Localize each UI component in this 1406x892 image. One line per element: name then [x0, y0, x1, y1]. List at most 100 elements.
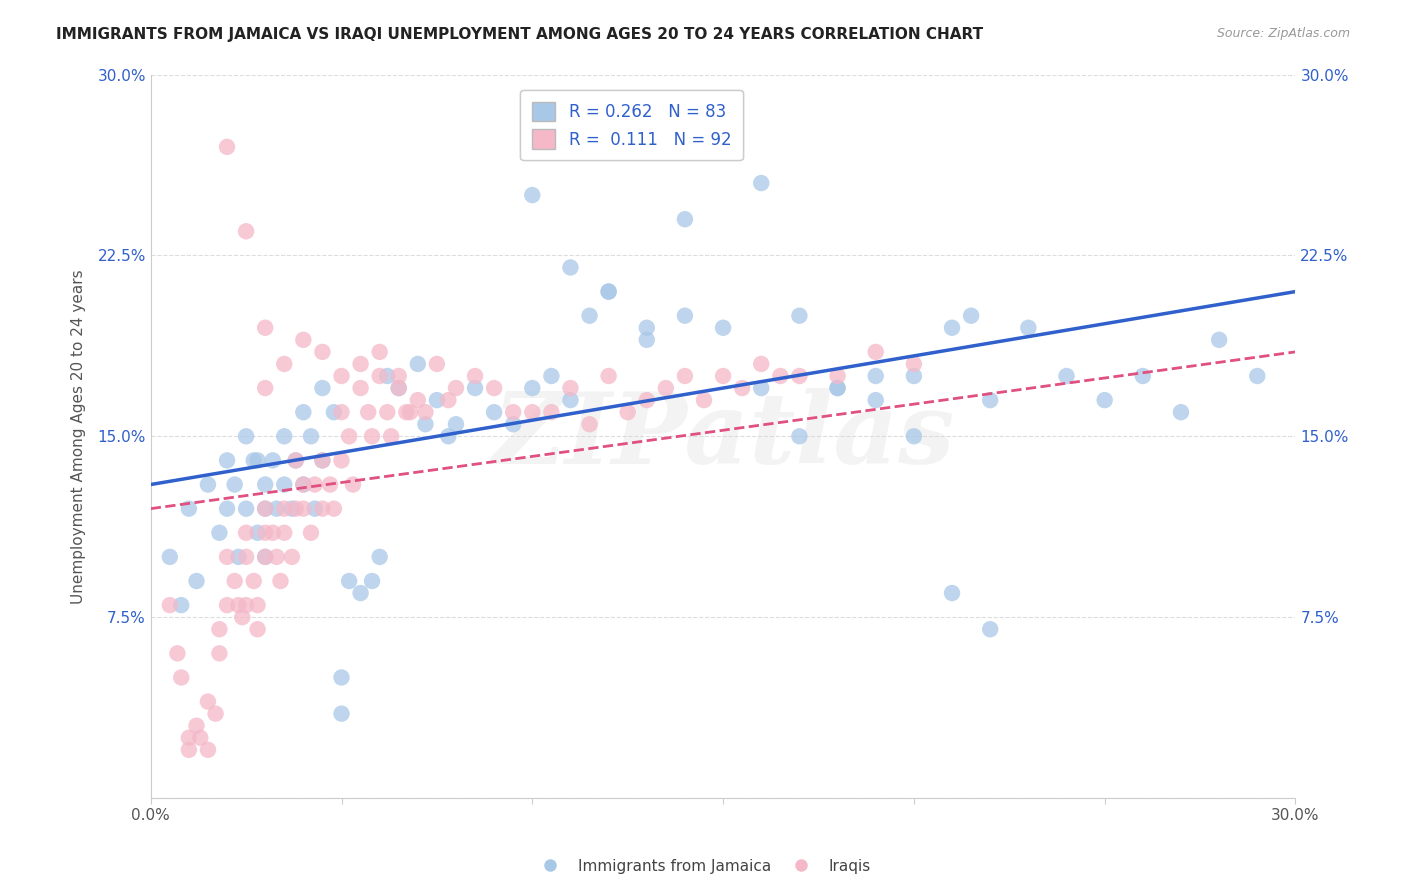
Point: [903, 429, 925, 443]
Point: [235, 598, 257, 612]
Point: [598, 369, 620, 384]
Point: [262, 525, 284, 540]
Point: [406, 393, 429, 408]
Point: [311, 381, 333, 395]
Point: [522, 188, 544, 202]
Point: [337, 429, 360, 443]
Point: [769, 369, 792, 384]
Point: [337, 574, 360, 588]
Point: [749, 176, 772, 190]
Point: [711, 320, 734, 334]
Point: [299, 429, 322, 443]
Point: [215, 501, 238, 516]
Point: [349, 357, 371, 371]
Point: [349, 586, 371, 600]
Point: [749, 381, 772, 395]
Point: [292, 477, 315, 491]
Point: [693, 393, 716, 408]
Point: [284, 501, 307, 516]
Point: [159, 598, 181, 612]
Point: [349, 381, 371, 395]
Point: [322, 501, 344, 516]
Point: [330, 453, 353, 467]
Point: [711, 128, 734, 142]
Point: [368, 549, 391, 564]
Point: [464, 381, 486, 395]
Point: [273, 429, 295, 443]
Point: [254, 320, 277, 334]
Point: [426, 393, 449, 408]
Point: [215, 549, 238, 564]
Point: [330, 405, 353, 419]
Point: [166, 646, 188, 660]
Point: [266, 501, 288, 516]
Point: [357, 405, 380, 419]
Point: [224, 574, 246, 588]
Point: [388, 381, 411, 395]
Point: [636, 393, 658, 408]
Point: [197, 695, 219, 709]
Point: [368, 344, 391, 359]
Point: [242, 574, 264, 588]
Point: [865, 369, 887, 384]
Point: [204, 706, 226, 721]
Point: [426, 357, 449, 371]
Point: [273, 357, 295, 371]
Point: [170, 670, 193, 684]
Point: [224, 477, 246, 491]
Point: [444, 381, 467, 395]
Point: [159, 549, 181, 564]
Point: [254, 477, 277, 491]
Point: [299, 525, 322, 540]
Point: [246, 622, 269, 636]
Point: [215, 140, 238, 154]
Point: [208, 525, 231, 540]
Point: [395, 405, 418, 419]
Point: [292, 501, 315, 516]
Point: [254, 549, 277, 564]
Point: [228, 549, 250, 564]
Point: [415, 417, 437, 432]
Point: [304, 501, 326, 516]
Point: [254, 501, 277, 516]
Point: [827, 369, 849, 384]
Point: [749, 357, 772, 371]
Point: [444, 417, 467, 432]
Point: [273, 525, 295, 540]
Point: [903, 357, 925, 371]
Point: [540, 405, 562, 419]
Point: [235, 549, 257, 564]
Point: [231, 610, 253, 624]
Point: [388, 381, 411, 395]
Point: [406, 357, 429, 371]
Point: [215, 598, 238, 612]
Point: [616, 405, 638, 419]
Point: [502, 417, 524, 432]
Point: [273, 501, 295, 516]
Point: [979, 622, 1001, 636]
Point: [1056, 369, 1078, 384]
Point: [188, 731, 211, 745]
Point: [215, 453, 238, 467]
Point: [380, 429, 402, 443]
Point: [284, 453, 307, 467]
Point: [266, 549, 288, 564]
Point: [673, 369, 696, 384]
Point: [246, 598, 269, 612]
Point: [1017, 320, 1039, 334]
Point: [311, 453, 333, 467]
Point: [311, 453, 333, 467]
Point: [281, 501, 304, 516]
Point: [330, 369, 353, 384]
Point: [1208, 333, 1230, 347]
Point: [375, 405, 398, 419]
Point: [235, 501, 257, 516]
Point: [522, 381, 544, 395]
Point: [292, 333, 315, 347]
Point: [1246, 369, 1268, 384]
Point: [292, 405, 315, 419]
Point: [827, 381, 849, 395]
Point: [197, 477, 219, 491]
Point: [827, 381, 849, 395]
Text: ZIPatlas: ZIPatlas: [492, 388, 955, 484]
